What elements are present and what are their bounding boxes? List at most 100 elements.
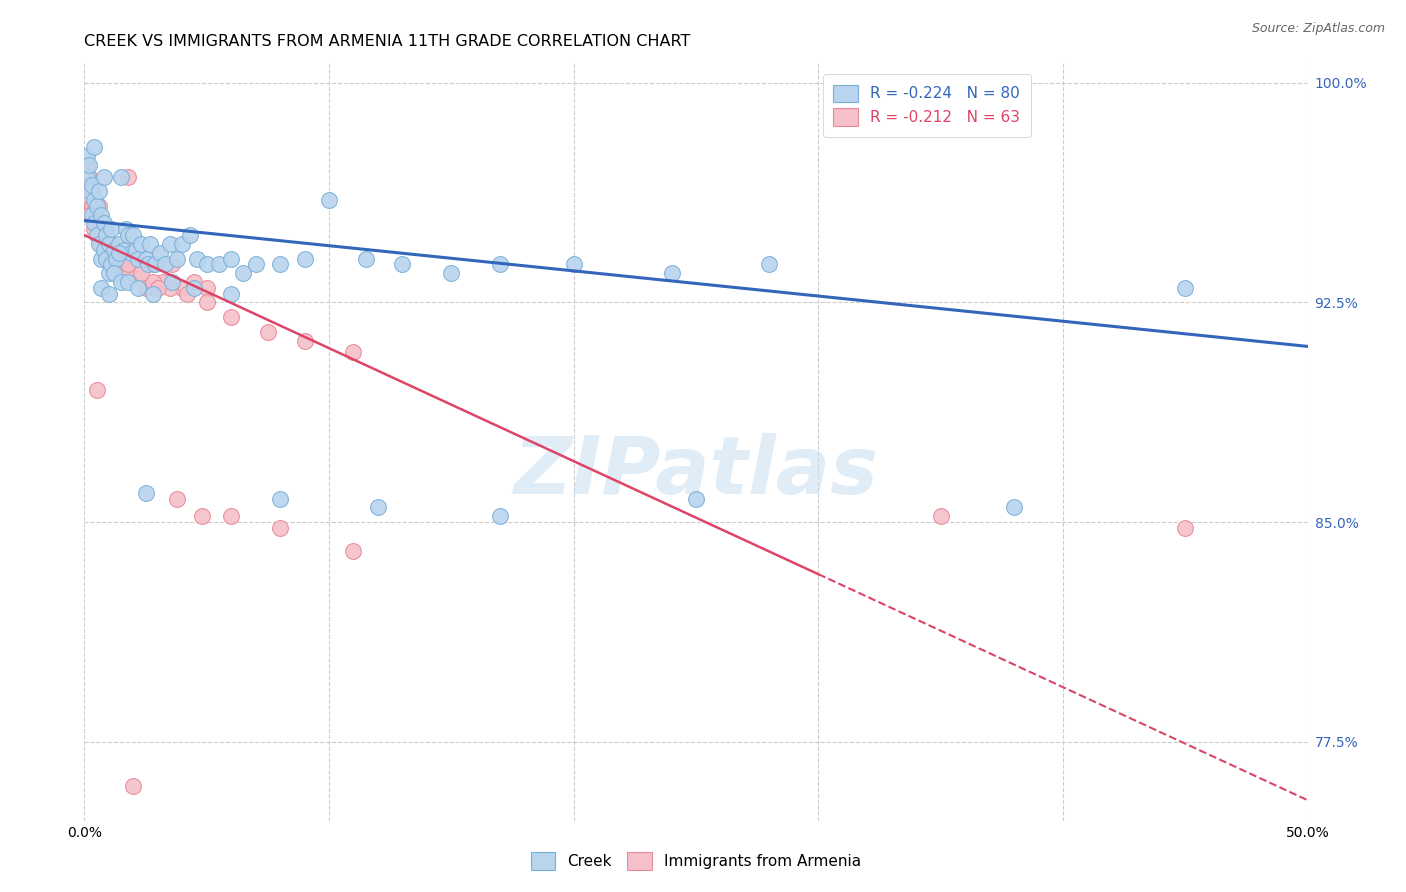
Point <box>107 236 129 251</box>
Point <box>107 245 129 260</box>
Point <box>186 252 208 266</box>
Point <box>219 252 242 266</box>
Point <box>269 257 291 271</box>
Point <box>179 228 201 243</box>
Point <box>1002 500 1025 515</box>
Point <box>122 266 145 280</box>
Point <box>96 222 118 236</box>
Point <box>90 208 112 222</box>
Point <box>117 266 139 280</box>
Point <box>86 217 108 231</box>
Point <box>96 252 118 266</box>
Point <box>294 252 316 266</box>
Point <box>354 252 377 266</box>
Point <box>1174 281 1197 295</box>
Point <box>105 252 128 266</box>
Point <box>176 286 198 301</box>
Point <box>76 169 98 184</box>
Point <box>172 236 194 251</box>
Point <box>127 281 149 295</box>
Point <box>90 281 112 295</box>
Point <box>77 208 100 222</box>
Point <box>96 252 118 266</box>
Point <box>139 236 162 251</box>
Point <box>110 275 132 289</box>
Point <box>257 325 280 339</box>
Point <box>93 243 115 257</box>
Point <box>80 199 103 213</box>
Point <box>127 257 149 271</box>
Point <box>80 199 103 213</box>
Point <box>97 236 120 251</box>
Point <box>77 184 100 198</box>
Point <box>159 236 181 251</box>
Point <box>77 158 100 172</box>
Point <box>153 257 176 271</box>
Point <box>162 275 184 289</box>
Point <box>80 208 103 222</box>
Point <box>142 286 165 301</box>
Point <box>90 213 112 227</box>
Point <box>97 236 120 251</box>
Point <box>191 509 214 524</box>
Point <box>146 281 169 295</box>
Point <box>269 491 291 506</box>
Point <box>758 257 780 271</box>
Point <box>76 178 98 193</box>
Point <box>117 228 139 243</box>
Text: Source: ZipAtlas.com: Source: ZipAtlas.com <box>1251 22 1385 36</box>
Point <box>86 228 108 243</box>
Point <box>90 236 112 251</box>
Point <box>87 199 110 213</box>
Point <box>342 345 364 359</box>
Point <box>110 257 132 271</box>
Point <box>208 257 231 271</box>
Point <box>120 245 142 260</box>
Point <box>86 228 108 243</box>
Point <box>83 140 105 154</box>
Point <box>103 252 125 266</box>
Point <box>117 169 139 184</box>
Point <box>489 257 512 271</box>
Point <box>172 281 194 295</box>
Point <box>103 243 125 257</box>
Point <box>152 275 174 289</box>
Point <box>117 257 139 271</box>
Point <box>135 281 157 295</box>
Point <box>219 509 242 524</box>
Point <box>115 222 138 236</box>
Point <box>661 266 683 280</box>
Text: CREEK VS IMMIGRANTS FROM ARMENIA 11TH GRADE CORRELATION CHART: CREEK VS IMMIGRANTS FROM ARMENIA 11TH GR… <box>84 34 690 49</box>
Point <box>83 217 105 231</box>
Point <box>183 281 205 295</box>
Point <box>90 222 112 236</box>
Point <box>100 222 122 236</box>
Point <box>80 178 103 193</box>
Point <box>87 236 110 251</box>
Point <box>127 266 149 280</box>
Point <box>269 521 291 535</box>
Point <box>77 193 100 207</box>
Point <box>100 236 122 251</box>
Point <box>76 149 98 163</box>
Point <box>80 184 103 198</box>
Point <box>112 243 135 257</box>
Point <box>143 257 166 271</box>
Text: ZIPatlas: ZIPatlas <box>513 433 879 511</box>
Point <box>112 257 135 271</box>
Point <box>195 295 218 310</box>
Legend: Creek, Immigrants from Armenia: Creek, Immigrants from Armenia <box>523 845 869 878</box>
Point <box>122 228 145 243</box>
Point <box>162 257 184 271</box>
Point <box>86 199 108 213</box>
Point <box>195 257 218 271</box>
Point <box>97 266 120 280</box>
Point <box>100 257 122 271</box>
Point <box>87 222 110 236</box>
Point <box>195 281 218 295</box>
Point <box>142 275 165 289</box>
Point <box>83 222 105 236</box>
Point <box>245 257 267 271</box>
Point <box>76 158 98 172</box>
Point <box>90 252 112 266</box>
